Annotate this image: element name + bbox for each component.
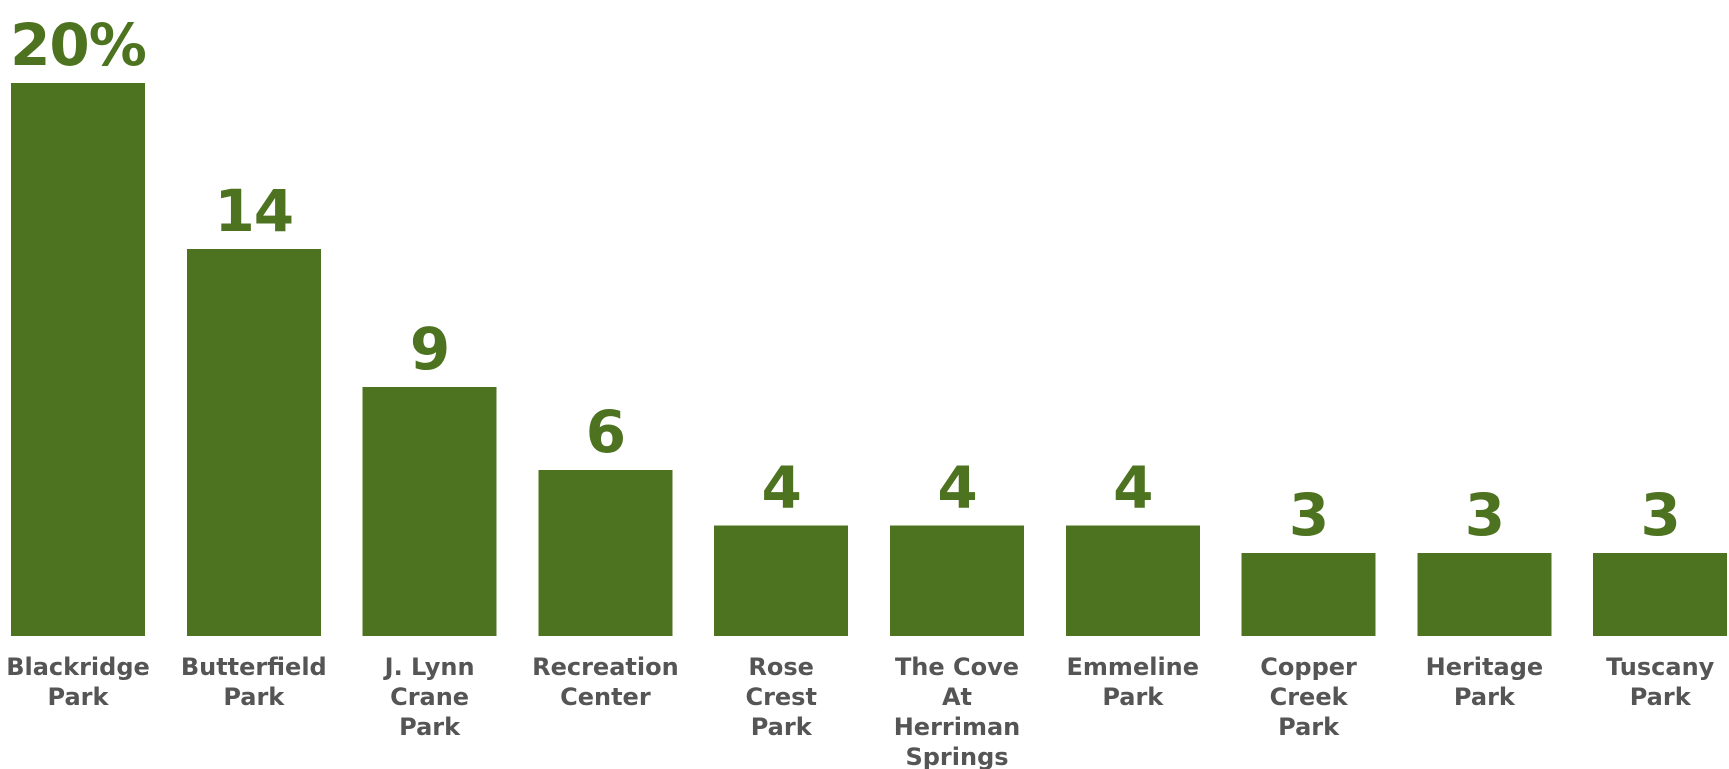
value-label-3: 6 <box>586 398 625 466</box>
category-label-1: Butterfield Park <box>181 653 327 711</box>
category-label-line: Recreation <box>532 653 679 681</box>
category-label-line: Park <box>751 713 813 741</box>
bar-1 <box>186 248 321 636</box>
category-label-6: Emmeline Park <box>1067 653 1200 711</box>
category-label-line: Center <box>560 683 651 711</box>
value-label-1: 14 <box>214 177 293 245</box>
category-label-line: Park <box>399 713 461 741</box>
category-label-line: Park <box>1102 683 1164 711</box>
category-label-line: Herriman <box>894 713 1021 741</box>
bar-7 <box>1241 553 1376 636</box>
category-label-line: Heritage <box>1426 653 1544 681</box>
bar-3 <box>538 470 673 636</box>
category-label-line: Park <box>1454 683 1516 711</box>
category-label-line: Park <box>223 683 285 711</box>
category-label-2: J. Lynn Crane Park <box>383 653 475 741</box>
category-label-0: Blackridge Park <box>6 653 150 711</box>
category-label-5: The Cove At Herriman Springs <box>894 653 1021 769</box>
value-label-7: 3 <box>1289 481 1328 549</box>
bar-2 <box>362 387 497 636</box>
category-label-line: Park <box>1630 683 1692 711</box>
category-label-line: Blackridge <box>6 653 150 681</box>
category-label-4: Rose Crest Park <box>745 653 816 741</box>
category-label-line: Park <box>48 683 110 711</box>
category-label-line: Creek <box>1270 683 1349 711</box>
value-labels-group: 20% 14 9 6 4 4 4 3 3 3 <box>10 11 1681 549</box>
bars-group <box>11 83 1728 636</box>
value-label-2: 9 <box>410 315 449 383</box>
category-label-line: The Cove <box>895 653 1019 681</box>
category-label-line: Park <box>1278 713 1340 741</box>
category-label-line: Emmeline <box>1067 653 1200 681</box>
value-label-0: 20% <box>10 11 146 79</box>
category-label-line: Springs <box>905 743 1008 769</box>
category-label-line: Rose <box>748 653 814 681</box>
category-label-line: Crane <box>390 683 469 711</box>
bar-0 <box>11 83 145 636</box>
category-label-8: Heritage Park <box>1426 653 1544 711</box>
bar-9 <box>1593 553 1728 636</box>
category-label-line: Butterfield <box>181 653 327 681</box>
category-label-7: Copper Creek Park <box>1260 653 1357 741</box>
category-label-line: J. Lynn <box>383 653 475 681</box>
category-label-line: Crest <box>745 683 816 711</box>
value-label-4: 4 <box>762 453 801 521</box>
value-label-8: 3 <box>1465 481 1504 549</box>
category-label-line: At <box>942 683 972 711</box>
category-label-line: Tuscany <box>1606 653 1715 681</box>
value-label-5: 4 <box>937 453 976 521</box>
category-label-3: Recreation Center <box>532 653 679 711</box>
bar-8 <box>1417 553 1552 636</box>
value-label-6: 4 <box>1113 453 1152 521</box>
bar-5 <box>890 525 1024 636</box>
category-label-9: Tuscany Park <box>1606 653 1715 711</box>
category-label-line: Copper <box>1260 653 1357 681</box>
value-label-9: 3 <box>1641 481 1680 549</box>
bar-4 <box>714 525 849 636</box>
bar-6 <box>1065 525 1200 636</box>
